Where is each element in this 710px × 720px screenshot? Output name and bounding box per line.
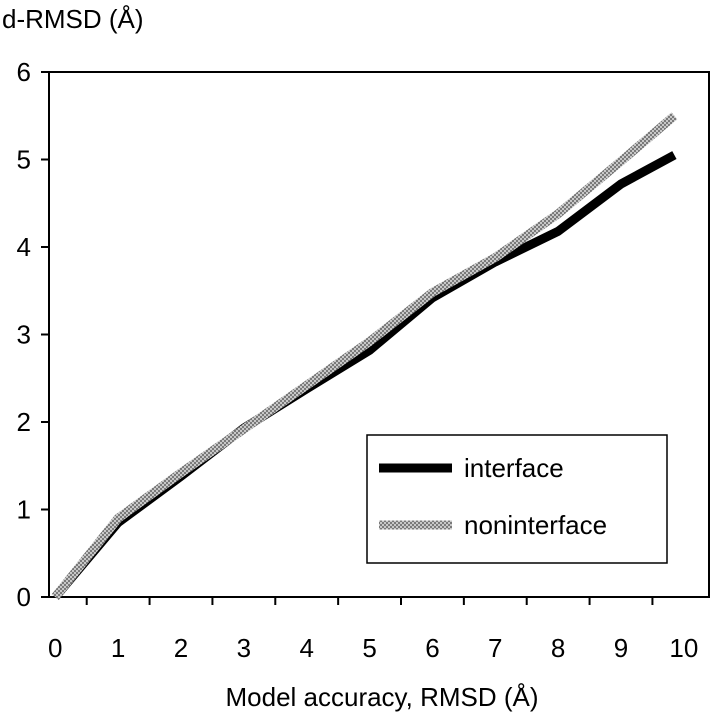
x-tick-label: 4: [299, 633, 313, 663]
legend: interface noninterface: [366, 434, 668, 564]
legend-label-interface: interface: [464, 453, 564, 483]
x-tick-label: 2: [174, 633, 188, 663]
y-tick-label: 3: [17, 320, 31, 350]
y-tick-label: 0: [17, 582, 31, 612]
y-tick-label: 2: [17, 407, 31, 437]
y-axis-title: d-RMSD (Å): [2, 4, 144, 34]
x-tick-label: 10: [669, 633, 698, 663]
x-axis-title: Model accuracy, RMSD (Å): [225, 682, 538, 712]
x-axis: 0 1 2 3 4 5 6 7 8 9 10: [48, 597, 698, 663]
legend-label-noninterface: noninterface: [464, 510, 607, 540]
x-tick-label: 8: [551, 633, 565, 663]
series-line-noninterface: [51, 112, 678, 600]
x-tick-label: 7: [488, 633, 502, 663]
x-tick-label: 5: [362, 633, 376, 663]
x-tick-label: 0: [48, 633, 62, 663]
y-tick-label: 5: [17, 145, 31, 175]
y-axis: 0 1 2 3 4 5 6: [17, 57, 49, 612]
x-tick-label: 3: [237, 633, 251, 663]
y-tick-label: 6: [17, 57, 31, 87]
x-tick-label: 9: [614, 633, 628, 663]
x-tick-label: 6: [425, 633, 439, 663]
y-tick-label: 1: [17, 495, 31, 525]
x-tick-label: 1: [111, 633, 125, 663]
y-tick-label: 4: [17, 232, 31, 262]
legend-box: [366, 434, 668, 564]
series-layer: [51, 112, 678, 600]
